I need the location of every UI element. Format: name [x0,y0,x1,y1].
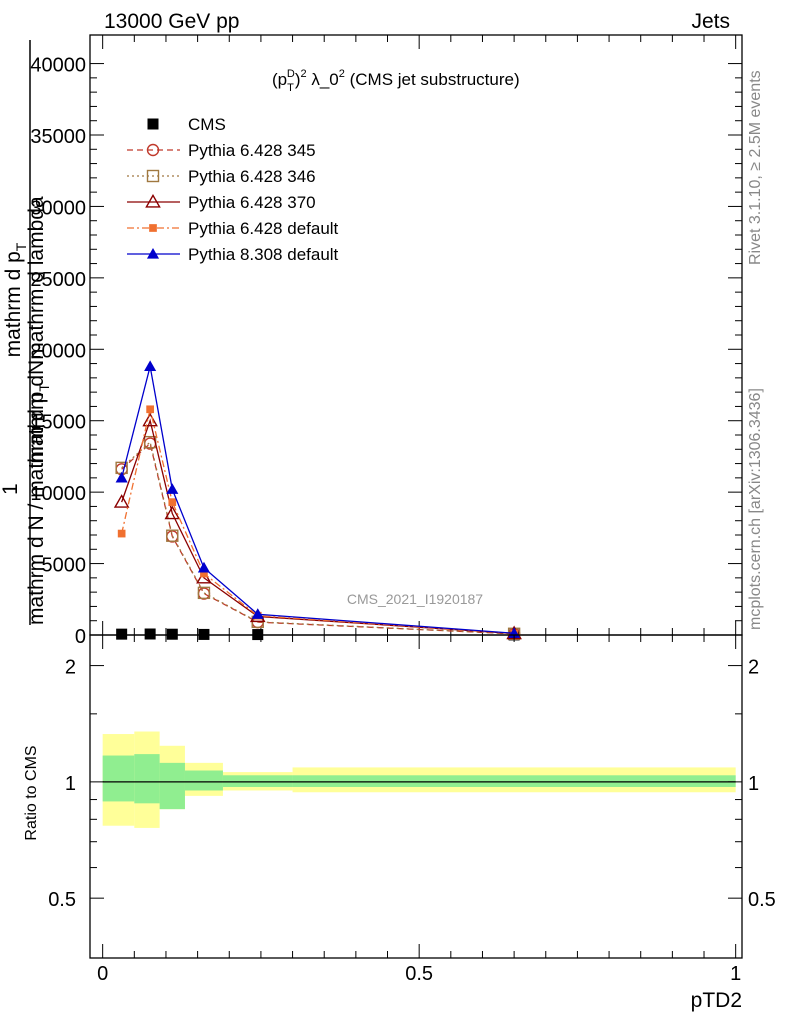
data-point-pythia-8-308-default [115,471,128,483]
data-point-cms [116,628,128,640]
xtick-label-0: 0 [97,963,108,985]
ratio-ytick-label-1: 1 [65,773,76,795]
ratio-inner-band-3 [184,770,223,791]
data-point-pythia-6-428-default [146,405,154,414]
ratio-frame [89,634,743,959]
upper-y-axis-numerator-dn: mathrm d pT [2,242,29,357]
ratio-ytick-label-right-0: 0.5 [748,889,776,911]
chart-title: (pTD)2 λ_02 (CMS jet substructure) [272,68,520,94]
legend-marker-pythia-8-308-default [146,247,160,259]
ratio-inner-band-1 [134,754,160,804]
legend-marker-pythia-6-428-370 [145,193,161,208]
upper-plot: 0 5000 10000 15000 20000 25000 30000 35000 40000 [30,34,743,648]
upper-ytick-label-6: 30000 [30,197,86,219]
data-point-pythia-6-428-370 [113,494,130,508]
legend: CMS Pythia 6.428 345 Pythia 6.428 346 Pythi… [127,115,339,264]
legend-label-pythia-6-428-346: Pythia 6.428 346 [188,167,316,186]
data-point-pythia-6-428-346 [166,529,179,542]
series-line-pythia-6-428-370 [121,418,515,635]
upper-ytick-label-8: 40000 [30,55,86,77]
legend-label-cms: CMS [188,115,226,134]
mcplots-label: mcplots.cern.ch [arXiv:1306.3436] [747,388,764,630]
xtick-label-2: 1 [730,963,741,985]
data-point-pythia-8-308-default [144,360,157,372]
legend-marker-cms [147,118,159,130]
upper-y-axis-prefix: 1 [0,483,22,495]
data-point-pythia-8-308-default [251,608,264,619]
data-point-cms [144,628,156,640]
series-line-pythia-6-428-default [121,409,515,635]
watermark: CMS_2021_I1920187 [347,591,483,607]
series-line-pythia-6-428-346 [121,440,515,635]
ratio-ytick-label-right-1: 1 [748,773,759,795]
header-left: 13000 GeV pp [104,10,239,33]
data-point-pythia-6-428-default [200,569,208,578]
upper-ytick-label-4: 20000 [30,340,86,362]
xtick-label-1: 0.5 [405,963,433,985]
legend-label-pythia-6-428-370: Pythia 6.428 370 [188,193,316,212]
ratio-inner-band-5 [292,775,736,787]
rivet-label: Rivet 3.1.10, ≥ 2.5M events [747,70,764,265]
upper-ytick-label-7: 35000 [30,126,86,148]
ratio-inner-band-2 [159,762,185,810]
data-point-cms [166,628,178,640]
data-point-pythia-6-428-346 [197,586,211,600]
ratio-ytick-label-right-2: 2 [748,657,759,679]
legend-label-pythia-6-428-default: Pythia 6.428 default [188,219,339,238]
legend-label-pythia-8-308-default: Pythia 8.308 default [188,245,339,264]
data-point-pythia-6-428-370 [164,505,181,520]
upper-ytick-label-3: 15000 [30,412,86,434]
data-point-pythia-8-308-default [166,483,179,494]
legend-marker-pythia-6-428-345 [146,143,160,157]
ratio-plot: 0 0.5 1 0.5 0.5 1 1 2 2 [48,634,776,985]
data-point-pythia-6-428-default [117,529,126,538]
legend-marker-pythia-6-428-default [149,224,157,232]
header-right: Jets [691,10,730,33]
ratio-ytick-label-0: 0.5 [48,889,76,911]
upper-ytick-label-1: 5000 [42,555,87,577]
data-point-pythia-6-428-default [168,498,177,506]
ratio-inner-band-4 [222,775,293,787]
upper-ytick-label-2: 10000 [30,483,86,505]
ratio-inner-band-0 [102,755,135,802]
upper-ytick-label-5: 25000 [30,269,86,291]
legend-label-pythia-6-428-345: Pythia 6.428 345 [188,141,316,160]
data-point-pythia-6-428-370 [142,412,158,427]
ratio-ytick-label-2: 2 [65,657,76,679]
ratio-y-axis-label: Ratio to CMS [23,745,40,840]
upper-ytick-label-0: 0 [75,626,86,648]
legend-marker-pythia-6-428-346 [146,169,160,183]
data-point-pythia-8-308-default [197,561,210,573]
x-axis-label: pTD2 [691,989,742,1012]
series-line-pythia-8-308-default [121,366,515,634]
